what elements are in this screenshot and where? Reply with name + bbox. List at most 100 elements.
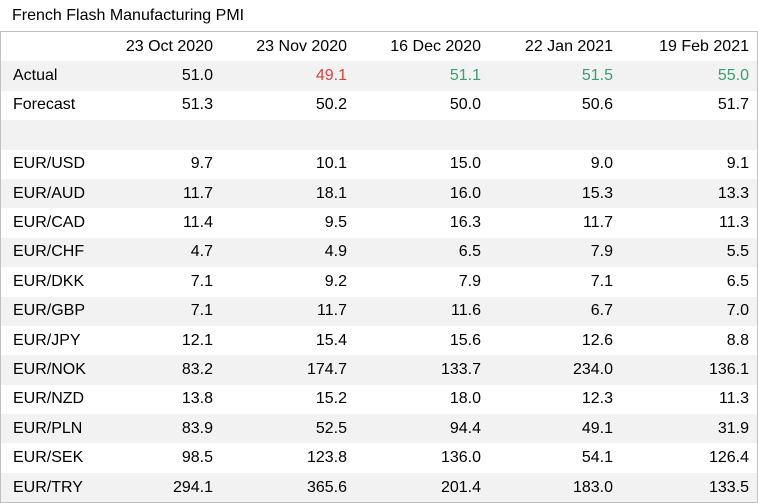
table-cell: 9.1 xyxy=(726,155,749,173)
table-cell: 7.9 xyxy=(458,272,481,290)
table-row: Actual 51.0 49.1 51.1 51.5 55.0 xyxy=(1,61,757,91)
table-cell: 12.6 xyxy=(581,331,613,349)
table-row: EUR/DKK 7.1 9.2 7.9 7.1 6.5 xyxy=(1,267,757,296)
table-cell: 10.1 xyxy=(315,155,347,173)
table-cell xyxy=(221,120,355,150)
table-cell: 15.0 xyxy=(449,155,481,173)
table-cell: 7.9 xyxy=(489,237,621,268)
table-body: Actual 51.0 49.1 51.1 51.5 55.0 Forecast 51.3 50… xyxy=(1,61,757,503)
table-row: EUR/CAD 11.4 9.5 16.3 11.7 11.3 xyxy=(1,208,757,237)
table-cell: 174.7 xyxy=(221,355,355,385)
row-label: EUR/JPY xyxy=(13,331,81,349)
table-row: EUR/JPY 12.1 15.4 15.6 12.6 8.8 xyxy=(1,326,757,355)
table-cell xyxy=(89,120,221,150)
table-header-row: 23 Oct 2020 23 Nov 2020 16 Dec 2020 22 J… xyxy=(1,32,757,62)
table-row: EUR/NOK 83.2 174.7 133.7 234.0 136.1 xyxy=(1,355,757,385)
table-cell: 50.0 xyxy=(449,96,481,114)
row-label: EUR/TRY xyxy=(1,472,89,503)
table-cell: 7.0 xyxy=(621,296,757,326)
table-cell: 15.6 xyxy=(449,331,481,349)
table-cell: 83.2 xyxy=(89,355,221,385)
table-row: EUR/CHF 4.7 4.9 6.5 7.9 5.5 xyxy=(1,237,757,268)
row-label: EUR/AUD xyxy=(1,178,89,209)
table-cell: 50.2 xyxy=(315,96,347,114)
table-cell: 15.2 xyxy=(315,390,347,408)
table-cell: 49.1 xyxy=(221,61,355,91)
table-row xyxy=(1,120,757,150)
table-row: EUR/TRY 294.1 365.6 201.4 183.0 133.5 xyxy=(1,472,757,503)
table-cell: 12.1 xyxy=(181,331,213,349)
table-cell: 55.0 xyxy=(621,61,757,91)
data-table-frame: 23 Oct 2020 23 Nov 2020 16 Dec 2020 22 J… xyxy=(0,31,758,503)
table-cell: 13.3 xyxy=(621,178,757,209)
header-label-cell xyxy=(1,32,89,62)
row-label: EUR/USD xyxy=(13,155,86,173)
table-cell: 133.7 xyxy=(355,355,489,385)
table-cell: 49.1 xyxy=(489,414,621,444)
table-cell: 31.9 xyxy=(621,414,757,444)
table-cell: 50.6 xyxy=(581,96,613,114)
table-cell: 7.1 xyxy=(190,272,213,290)
table-cell: 126.4 xyxy=(708,449,749,467)
table-cell: 183.0 xyxy=(489,472,621,503)
table-cell: 8.8 xyxy=(726,331,749,349)
table-cell: 136.1 xyxy=(621,355,757,385)
table-cell: 133.5 xyxy=(621,472,757,503)
table-cell: 51.3 xyxy=(181,96,213,114)
table-cell: 6.7 xyxy=(489,296,621,326)
row-label: EUR/SEK xyxy=(13,449,84,467)
table-cell: 11.3 xyxy=(719,390,749,408)
table-row: EUR/GBP 7.1 11.7 11.6 6.7 7.0 xyxy=(1,296,757,326)
column-header: 19 Feb 2021 xyxy=(621,32,757,62)
table-cell: 11.6 xyxy=(355,296,489,326)
row-label: EUR/NZD xyxy=(13,390,85,408)
table-row: EUR/NZD 13.8 15.2 18.0 12.3 11.3 xyxy=(1,385,757,414)
row-label: EUR/DKK xyxy=(13,272,85,290)
table-cell: 136.0 xyxy=(440,449,481,467)
table-cell: 83.9 xyxy=(89,414,221,444)
table-row: EUR/USD 9.7 10.1 15.0 9.0 9.1 xyxy=(1,150,757,179)
table-cell: 5.5 xyxy=(621,237,757,268)
table-cell: 4.9 xyxy=(221,237,355,268)
column-header: 16 Dec 2020 xyxy=(355,32,489,62)
table-cell xyxy=(489,120,621,150)
row-label xyxy=(1,120,89,150)
table-cell: 234.0 xyxy=(489,355,621,385)
table-cell: 294.1 xyxy=(89,472,221,503)
row-label: EUR/GBP xyxy=(1,296,89,326)
table-row: Forecast 51.3 50.2 50.0 50.6 51.7 xyxy=(1,91,757,120)
table-title: French Flash Manufacturing PMI xyxy=(12,7,245,24)
table-cell: 11.7 xyxy=(583,214,613,232)
row-label: EUR/CHF xyxy=(1,237,89,268)
table-cell: 7.1 xyxy=(89,296,221,326)
table-cell: 13.8 xyxy=(181,390,213,408)
table-cell: 11.7 xyxy=(221,296,355,326)
table-cell: 11.7 xyxy=(89,178,221,209)
table-cell: 6.5 xyxy=(355,237,489,268)
table-cell: 51.1 xyxy=(355,61,489,91)
row-label: Forecast xyxy=(13,96,76,114)
table-row: EUR/AUD 11.7 18.1 16.0 15.3 13.3 xyxy=(1,178,757,209)
table-cell: 98.5 xyxy=(181,449,213,467)
data-table: 23 Oct 2020 23 Nov 2020 16 Dec 2020 22 J… xyxy=(1,32,757,503)
table-cell: 11.3 xyxy=(719,214,749,232)
table-cell: 7.1 xyxy=(590,272,613,290)
column-header: 23 Nov 2020 xyxy=(221,32,355,62)
table-cell: 9.2 xyxy=(324,272,347,290)
table-cell: 54.1 xyxy=(581,449,613,467)
table-cell: 201.4 xyxy=(355,472,489,503)
table-cell: 12.3 xyxy=(581,390,613,408)
table-cell: 4.7 xyxy=(89,237,221,268)
table-cell: 6.5 xyxy=(726,272,749,290)
table-cell: 123.8 xyxy=(306,449,347,467)
table-cell: 9.7 xyxy=(190,155,213,173)
table-cell: 94.4 xyxy=(355,414,489,444)
table-cell: 52.5 xyxy=(221,414,355,444)
table-cell: 16.3 xyxy=(449,214,481,232)
table-cell: 9.0 xyxy=(590,155,613,173)
row-label: EUR/NOK xyxy=(1,355,89,385)
column-header: 23 Oct 2020 xyxy=(89,32,221,62)
table-cell: 51.0 xyxy=(89,61,221,91)
table-cell: 15.3 xyxy=(489,178,621,209)
row-label: EUR/PLN xyxy=(1,414,89,444)
